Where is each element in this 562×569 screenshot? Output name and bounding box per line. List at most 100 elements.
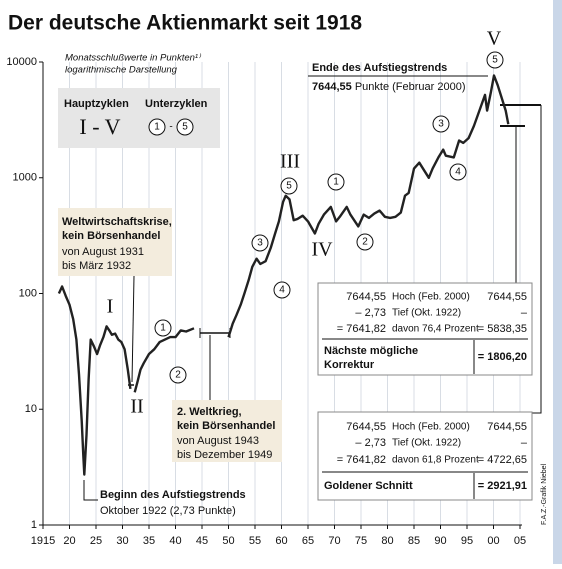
sub-cycle-circle [169,366,187,384]
x-tick-label: 85 [408,535,420,547]
legend-sub: 5 [182,122,188,133]
calc-cell: Hoch (Feb. 2000) [392,292,470,303]
note-text: bis Dezember 1949 [177,449,272,461]
note-box [58,208,172,276]
main-cycle: II [130,396,143,418]
calc-box [317,411,533,501]
x-tick-label: 45 [196,535,208,547]
note-text: bis März 1932 [62,260,131,272]
x-tick-label: 20 [63,535,75,547]
calc-cell: = 5838,35 [478,323,527,335]
sub-cycle: 3 [438,119,444,130]
calc-cell: = 7641,82 [337,454,386,466]
calc-box [317,282,533,376]
note-text: Weltwirtschaftskrise, [62,216,172,228]
y-tick-label: 100 [19,287,37,299]
note-box [172,400,282,462]
calc-cell: davon 76,4 Prozent [392,324,479,335]
calc-cell: Hoch (Feb. 2000) [392,422,470,433]
sub-cycle: 1 [160,323,166,334]
legend-circle [148,118,166,136]
calc-result: = 2921,91 [478,480,527,492]
x-tick-label: 65 [302,535,314,547]
calc-cell: davon 61,8 Prozent [392,455,479,466]
calc-cell: Tief (Okt. 1922) [392,438,461,449]
calc-label: Korrektur [324,359,375,371]
note-text: von August 1943 [177,435,259,447]
note-text: Ende des Aufstiegstrends [312,62,447,74]
calc-cell: – 2,73 [355,307,386,319]
main-cycle: III [280,151,300,173]
sub-cycle-circle [356,233,374,251]
x-tick-label: 75 [355,535,367,547]
x-tick-label: 95 [461,535,473,547]
calc-label: Goldener Schnitt [324,480,413,492]
index-line [57,74,510,476]
sub-cycle: 4 [279,285,285,296]
y-tick-label: 1000 [13,172,37,184]
x-tick-label: 60 [275,535,287,547]
note-text: 7644,55 Punkte (Februar 2000) [312,81,466,93]
leader [131,275,135,383]
legend-label: Unterzyklen [145,98,208,110]
legend-dash: - [169,122,172,133]
sub-cycle: 2 [362,237,368,248]
sub-cycle-circle [327,173,345,191]
calc-cell: = 7641,82 [337,323,386,335]
credit: F.A.Z.-Grafik Niebel [541,463,548,525]
x-tick-label: 55 [249,535,261,547]
frame-strip [553,0,562,564]
calc-cell: 7644,55 [346,291,386,303]
sub-cycle: 5 [286,181,292,192]
x-tick-label: 35 [143,535,155,547]
x-tick-label: 70 [328,535,340,547]
calc-result: = 1806,20 [478,351,527,363]
calc-cell: – [521,437,528,449]
sub-cycle-circle [449,163,467,181]
y-tick-label: 10000 [6,56,37,68]
x-tick-label: 05 [514,535,526,547]
note-text: kein Börsenhandel [177,420,275,432]
sub-cycle-circle [251,234,269,252]
x-tick-label: 00 [487,535,499,547]
legend-main: I - V [79,114,120,139]
note-text: Oktober 1922 (2,73 Punkte) [100,505,236,517]
sub-cycle-circle [273,281,291,299]
subtitle: logarithmische Darstellung [65,65,178,76]
subtitle: Monatsschlußwerte in Punkten¹⁾ [65,53,202,64]
calc-cell: 7644,55 [487,421,527,433]
calc-cell: 7644,55 [487,291,527,303]
sub-cycle: 3 [257,238,263,249]
note-text: 7644,55 [312,81,352,93]
sub-cycle: 2 [175,370,181,381]
main-cycle: I [107,296,114,318]
calc-cell: Tief (Okt. 1922) [392,308,461,319]
legend-box [58,88,220,148]
x-tick-label: 90 [434,535,446,547]
note-text: 2. Weltkrieg, [177,406,242,418]
legend-label: Hauptzyklen [64,98,129,110]
y-tick-label: 1 [31,519,37,531]
legend-sub: 1 [154,122,160,133]
calc-cell: 7644,55 [346,421,386,433]
note-text: Punkte (Februar 2000) [352,81,466,93]
x-tick-label: 1915 [31,535,55,547]
y-tick-label: 10 [25,403,37,415]
chart-title: Der deutsche Aktienmarkt seit 1918 [8,12,362,35]
leader [83,480,98,501]
sub-cycle: 4 [455,167,461,178]
note-text: Beginn des Aufstiegstrends [100,489,246,501]
main-cycle: V [487,28,502,50]
x-tick-label: 50 [222,535,234,547]
bracket [532,105,542,414]
legend-circle [176,118,194,136]
x-tick-label: 40 [169,535,181,547]
x-tick-label: 30 [116,535,128,547]
sub-cycle: 1 [333,177,339,188]
note-text: kein Börsenhandel [62,230,160,242]
sub-cycle-circle [154,319,172,337]
sub-cycle-circle [280,177,298,195]
note-text: von August 1931 [62,246,144,258]
main-cycle: IV [311,239,333,261]
